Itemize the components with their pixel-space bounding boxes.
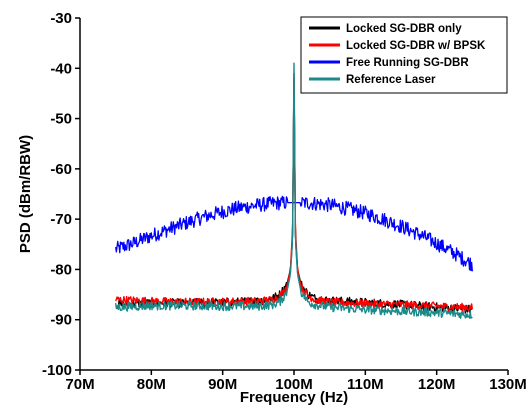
y-axis-title: PSD (dBm/RBW) [17,135,34,253]
y-tick-label: -70 [50,211,72,228]
x-tick-label: 90M [208,376,237,393]
y-tick-label: -100 [42,362,72,379]
y-tick-label: -80 [50,261,72,278]
y-tick-label: -50 [50,111,72,128]
y-tick-label: -90 [50,312,72,329]
x-axis-title: Frequency (Hz) [240,389,348,406]
y-tick-label: -40 [50,60,72,77]
x-tick-label: 80M [137,376,166,393]
series-layer [114,62,474,320]
y-tick-label: -30 [50,10,72,27]
x-tick-label: 130M [489,376,527,393]
y-tick-label: -60 [50,161,72,178]
legend-label-1: Locked SG-DBR w/ BPSK [346,40,486,52]
legend-label-2: Free Running SG-DBR [346,57,469,69]
ticks-layer: 70M 80M 90M 100M 110M 120M 130M -100 -90 -80 -70 -6… [42,10,527,393]
legend-label-0: Locked SG-DBR only [346,23,462,35]
x-tick-label: 100M [275,376,313,393]
series-line-3 [114,62,473,320]
x-tick-label: 70M [65,376,94,393]
x-tick-label: 120M [418,376,456,393]
legend-label-3: Reference Laser [346,74,436,86]
legend: Locked SG-DBR only Locked SG-DBR w/ BPSK F… [300,16,508,94]
x-tick-label: 110M [347,376,384,393]
series-line-2 [115,195,473,272]
